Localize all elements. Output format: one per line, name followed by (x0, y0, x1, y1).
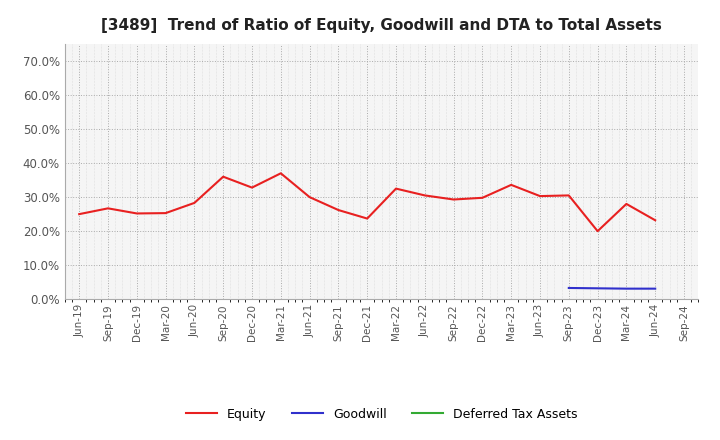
Equity (449, 197, 458, 202)
Equity (536, 194, 544, 199)
Equity (334, 207, 343, 213)
Equity (190, 200, 199, 205)
Equity (219, 174, 228, 180)
Equity (564, 193, 573, 198)
Equity (507, 182, 516, 187)
Equity (132, 211, 141, 216)
Equity (104, 206, 112, 211)
Equity (305, 194, 314, 200)
Equity (363, 216, 372, 221)
Line: Goodwill: Goodwill (569, 288, 655, 289)
Equity (248, 185, 256, 190)
Equity (161, 210, 170, 216)
Goodwill (622, 286, 631, 291)
Equity (593, 228, 602, 234)
Equity (622, 201, 631, 206)
Goodwill (651, 286, 660, 291)
Goodwill (593, 286, 602, 291)
Equity (420, 193, 429, 198)
Equity (651, 218, 660, 223)
Goodwill (564, 285, 573, 290)
Line: Equity: Equity (79, 173, 655, 231)
Legend: Equity, Goodwill, Deferred Tax Assets: Equity, Goodwill, Deferred Tax Assets (181, 403, 582, 425)
Equity (276, 171, 285, 176)
Equity (392, 186, 400, 191)
Equity (75, 212, 84, 217)
Title: [3489]  Trend of Ratio of Equity, Goodwill and DTA to Total Assets: [3489] Trend of Ratio of Equity, Goodwil… (102, 18, 662, 33)
Equity (478, 195, 487, 201)
